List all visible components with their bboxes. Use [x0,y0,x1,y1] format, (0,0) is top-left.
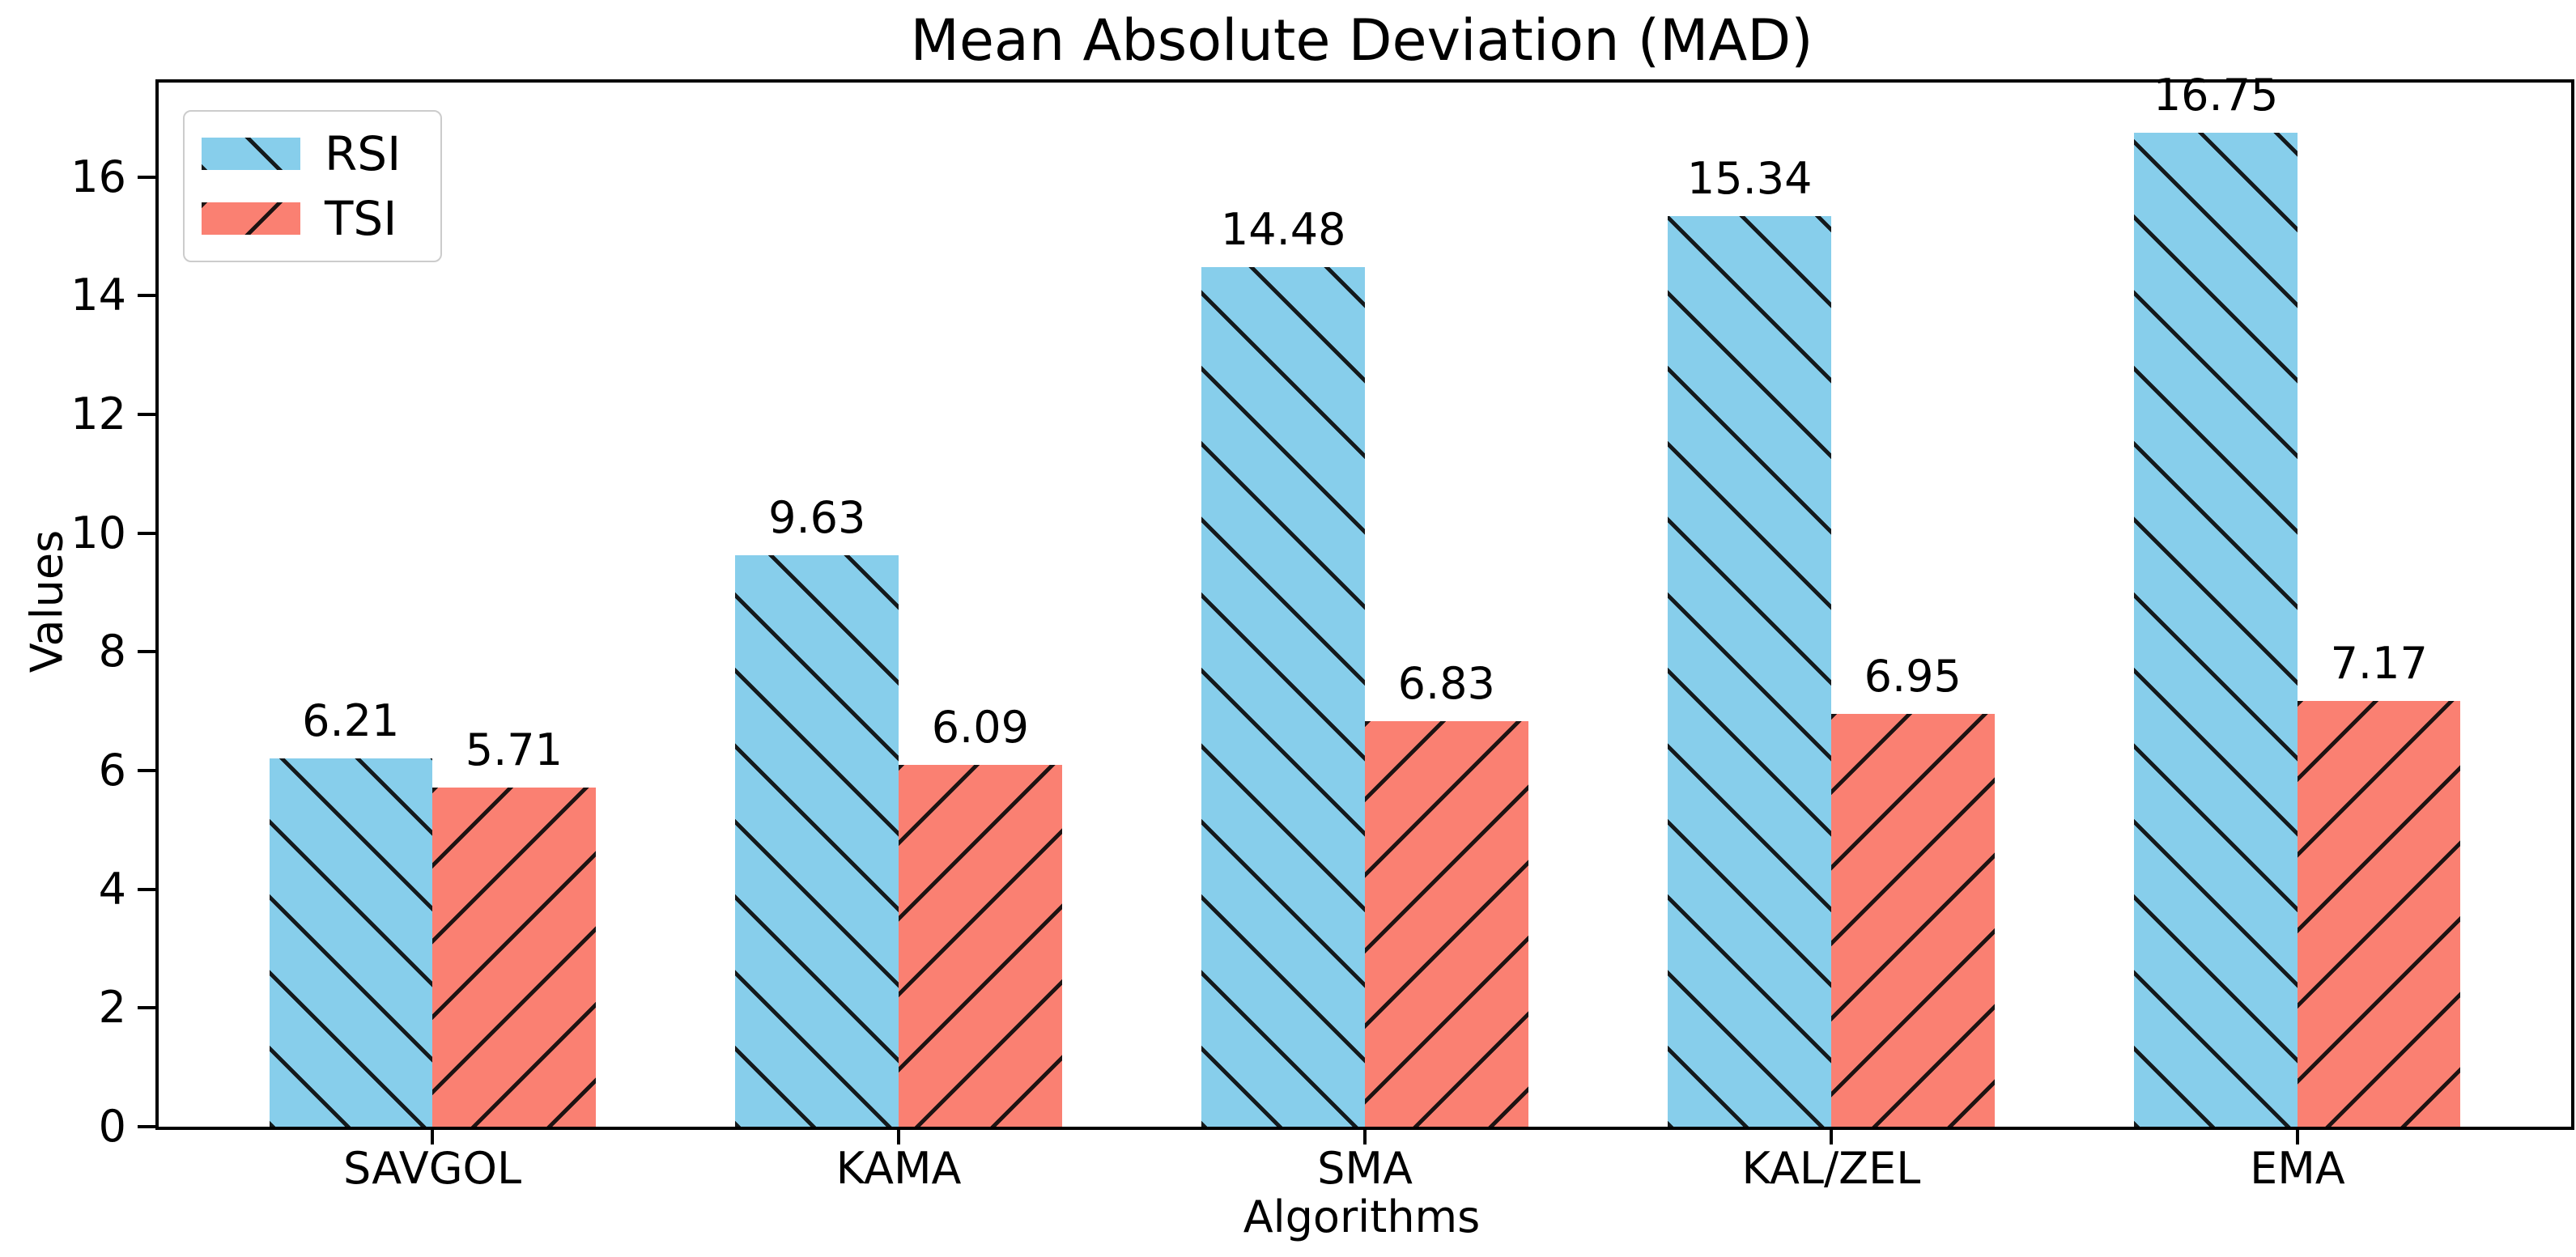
bar-tsi-kal-zel [1830,714,1995,1127]
legend-swatch-tsi [202,202,300,236]
chart-title: Mean Absolute Deviation (MAD) [910,7,1813,74]
y-tick-label: 8 [98,626,126,677]
y-tick-mark [138,412,155,416]
bar-tsi-sma [1365,721,1528,1127]
plot-area: 6.21 9.63 14.48 15.34 16.75 5.71 6.09 6.83 6.95 7… [70,70,2574,1194]
y-tick-label: 4 [98,863,126,915]
bar-value-label: 15.34 [1686,153,1813,204]
y-tick-label: 0 [98,1101,126,1152]
y-tick-mark [138,175,155,179]
bar-rsi-kal-zel [1668,216,1831,1127]
x-tick-mark [1829,1130,1833,1144]
legend-item-tsi: TSI [202,195,440,242]
bar-value-label: 6.21 [302,694,400,746]
x-axis-label: Algorithms [1243,1191,1481,1242]
legend: RSI TSI [183,110,442,262]
x-tick-mark [1363,1130,1367,1144]
bar-value-label: 16.75 [2153,69,2279,121]
y-tick-label: 2 [98,982,126,1034]
bar-value-label: 7.17 [2330,638,2428,690]
bar-value-label: 6.83 [1397,658,1495,710]
x-tick-label: SMA [1317,1143,1413,1194]
bar-value-label: 6.95 [1864,651,1962,703]
x-tick-label: EMA [2250,1143,2345,1194]
x-tick-label: KAMA [835,1143,962,1194]
legend-swatch-rsi [202,137,300,170]
bar-rsi-kama [735,554,899,1127]
y-tick-mark [138,650,155,654]
bar-value-label: 6.09 [931,702,1029,754]
y-tick-mark [138,1006,155,1010]
x-tick-label: KAL/ZEL [1741,1143,1921,1194]
bar-value-label: 14.48 [1220,204,1346,256]
x-tick-mark [431,1130,435,1144]
y-tick-label: 16 [70,151,126,202]
y-tick-label: 12 [70,388,126,440]
bar-tsi-savgol [432,788,596,1127]
y-tick-label: 10 [70,507,126,558]
bar-tsi-ema [2297,701,2461,1127]
x-tick-mark [897,1130,901,1144]
x-tick-label: SAVGOL [343,1143,522,1194]
legend-label: RSI [325,125,402,181]
y-tick-mark [138,887,155,891]
bar-rsi-ema [2134,132,2298,1127]
bar-value-label: 5.71 [465,724,563,776]
y-tick-mark [138,294,155,298]
bar-rsi-sma [1201,267,1365,1127]
bar-value-label: 9.63 [768,491,866,543]
y-tick-mark [138,531,155,535]
bar-rsi-savgol [269,758,433,1127]
x-tick-mark [2295,1130,2299,1144]
legend-item-rsi: RSI [202,130,440,177]
y-tick-mark [138,1125,155,1128]
y-tick-mark [138,768,155,772]
bar-tsi-kama [899,765,1062,1127]
y-tick-label: 6 [98,744,126,796]
y-tick-label: 14 [70,270,126,321]
legend-label: TSI [325,191,397,247]
